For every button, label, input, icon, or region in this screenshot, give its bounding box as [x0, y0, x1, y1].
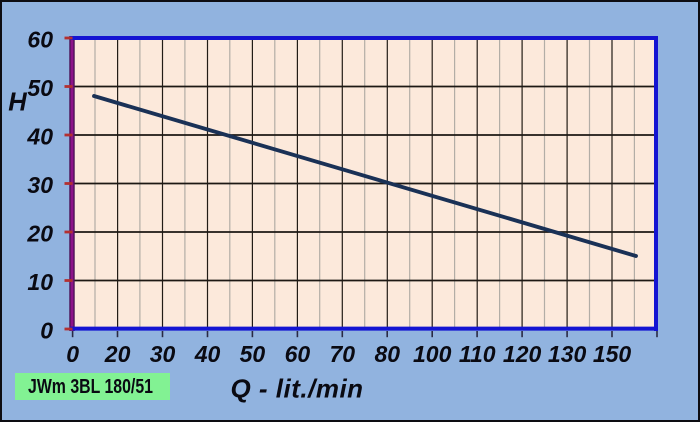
svg-text:H: H — [8, 89, 27, 117]
svg-text:70: 70 — [330, 341, 356, 367]
svg-text:50: 50 — [240, 341, 266, 367]
svg-text:50: 50 — [27, 75, 53, 101]
svg-text:30: 30 — [150, 341, 176, 367]
svg-text:110: 110 — [459, 341, 496, 367]
svg-text:60: 60 — [27, 27, 53, 53]
svg-text:150: 150 — [593, 341, 632, 367]
svg-text:130: 130 — [548, 341, 587, 367]
svg-text:10: 10 — [27, 269, 53, 295]
svg-text:0: 0 — [40, 318, 53, 344]
svg-text:80: 80 — [375, 341, 401, 367]
svg-text:120: 120 — [503, 341, 542, 367]
svg-text:100: 100 — [413, 341, 452, 367]
svg-text:JWm 3BL 180/51: JWm 3BL 180/51 — [28, 376, 153, 398]
svg-text:20: 20 — [104, 341, 131, 367]
svg-text:0: 0 — [66, 341, 79, 367]
svg-text:Q - lit./min: Q - lit./min — [230, 374, 363, 404]
svg-text:20: 20 — [26, 221, 53, 247]
svg-text:40: 40 — [194, 341, 221, 367]
svg-text:40: 40 — [26, 124, 53, 150]
svg-text:30: 30 — [27, 172, 53, 198]
svg-text:60: 60 — [285, 341, 311, 367]
